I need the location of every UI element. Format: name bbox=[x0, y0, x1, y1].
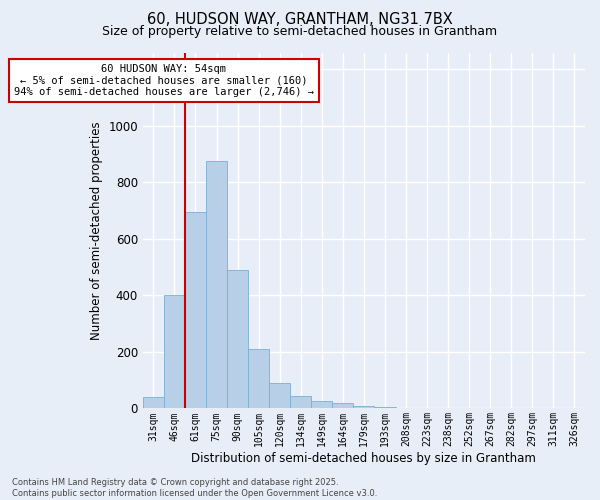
Bar bbox=[248, 349, 269, 408]
Text: 60 HUDSON WAY: 54sqm
← 5% of semi-detached houses are smaller (160)
94% of semi-: 60 HUDSON WAY: 54sqm ← 5% of semi-detach… bbox=[14, 64, 314, 97]
Y-axis label: Number of semi-detached properties: Number of semi-detached properties bbox=[89, 121, 103, 340]
Bar bbox=[143, 397, 164, 408]
Text: Contains HM Land Registry data © Crown copyright and database right 2025.
Contai: Contains HM Land Registry data © Crown c… bbox=[12, 478, 377, 498]
Text: Size of property relative to semi-detached houses in Grantham: Size of property relative to semi-detach… bbox=[103, 25, 497, 38]
Bar bbox=[164, 296, 185, 408]
Bar bbox=[353, 406, 374, 408]
Bar bbox=[311, 402, 332, 408]
Bar bbox=[290, 396, 311, 408]
Bar bbox=[269, 383, 290, 408]
Text: 60, HUDSON WAY, GRANTHAM, NG31 7BX: 60, HUDSON WAY, GRANTHAM, NG31 7BX bbox=[147, 12, 453, 28]
Bar bbox=[185, 212, 206, 408]
X-axis label: Distribution of semi-detached houses by size in Grantham: Distribution of semi-detached houses by … bbox=[191, 452, 536, 465]
Bar bbox=[374, 407, 395, 408]
Bar bbox=[332, 403, 353, 408]
Bar bbox=[206, 162, 227, 408]
Bar bbox=[227, 270, 248, 408]
